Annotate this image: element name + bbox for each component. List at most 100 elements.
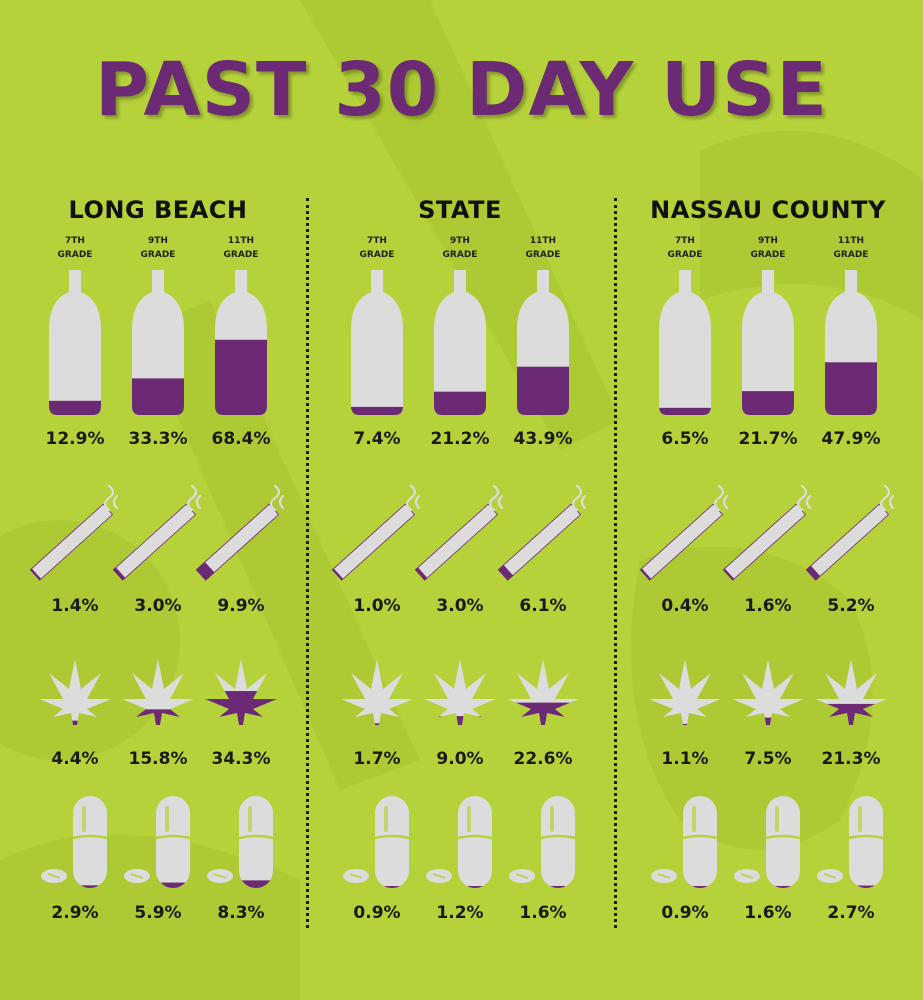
percentage-label: 33.3% <box>128 429 188 449</box>
smoke-icon <box>879 484 895 512</box>
smoke-icon <box>269 484 285 512</box>
pill-seam <box>540 834 576 840</box>
cigarette-fill-bar <box>640 568 652 581</box>
bottle-fill-bar <box>517 366 569 415</box>
percentage-label: 2.7% <box>827 903 875 923</box>
leaf-fill-bar <box>341 723 413 725</box>
percentage-label: 1.6% <box>519 903 567 923</box>
pill-fill-bar <box>156 882 190 888</box>
bottle-icon-body <box>434 270 486 415</box>
cigarette-icon-graphic <box>639 484 729 581</box>
pill-icon-body <box>683 796 717 888</box>
cigarette-icon-body <box>331 503 416 581</box>
bottle-fill-bar <box>659 407 711 415</box>
smoke-icon <box>796 484 812 512</box>
leaf-fill-bar <box>507 702 579 725</box>
cannabis-leaf-icon-body <box>341 659 413 725</box>
cigarette-icon <box>191 480 291 581</box>
cigarette-icon <box>410 480 510 581</box>
grade-label: 7TH GRADE <box>35 234 115 262</box>
bottle-icon-body <box>49 270 101 415</box>
section-divider-2 <box>614 198 617 928</box>
cigarette-fill-bar <box>332 568 344 581</box>
grade-labels: 7TH GRADE 9TH GRADE 11TH GRADE <box>8 234 308 264</box>
pill-highlight <box>550 806 554 832</box>
leaf-fill-bar <box>424 716 496 725</box>
pill-icon-body <box>239 796 273 888</box>
percentage-label: 21.3% <box>821 749 881 769</box>
grade-label-line1: 11TH <box>529 236 557 246</box>
leaf-fill-bar <box>649 723 721 725</box>
tablet-score-line <box>432 873 446 879</box>
pill-highlight <box>467 806 471 832</box>
pill-icon <box>734 794 801 890</box>
bottle-icon <box>49 270 101 415</box>
grade-label: 7TH GRADE <box>645 234 725 262</box>
cigarette-icon-graphic <box>29 484 119 581</box>
pill-icon-body <box>541 796 575 888</box>
cigarette-fill-bar <box>806 565 821 581</box>
tablet-score-line <box>213 873 227 879</box>
pill-icon-graphic <box>734 796 801 888</box>
pill-highlight <box>165 806 169 832</box>
pill-highlight <box>82 806 86 832</box>
percentage-label: 1.2% <box>436 903 484 923</box>
percentage-label: 1.0% <box>353 596 401 616</box>
cannabis-leaf-icon-body <box>424 659 496 725</box>
bottle-icon-graphic <box>132 270 184 415</box>
pill-icon-graphic <box>124 796 191 888</box>
cigarette-icon <box>493 480 593 581</box>
percentage-label: 1.4% <box>51 596 99 616</box>
pill-seam <box>72 834 108 840</box>
grade-label-line2: GRADE <box>359 250 395 260</box>
bottle-icon <box>215 270 267 415</box>
percentage-label: 3.0% <box>436 596 484 616</box>
pill-icon-graphic <box>817 796 884 888</box>
percentage-label: 15.8% <box>128 749 188 769</box>
cannabis-leaf-icon-graphic <box>732 659 804 725</box>
tablet-score-line <box>823 873 837 879</box>
cannabis-leaf-icon <box>815 659 887 725</box>
cannabis-leaf-icon <box>507 659 579 725</box>
bottle-icon-graphic <box>434 270 486 415</box>
bottle-icon-graphic <box>825 270 877 415</box>
percentage-label: 68.4% <box>211 429 271 449</box>
bottle-icon <box>434 270 486 415</box>
pill-icon <box>426 794 493 890</box>
percentage-label: 7.5% <box>744 749 792 769</box>
pill-fill-bar <box>458 886 492 888</box>
grade-label-line2: GRADE <box>140 250 176 260</box>
pill-icon-graphic <box>426 796 493 888</box>
percentage-label: 8.3% <box>217 903 265 923</box>
pill-icon-body <box>458 796 492 888</box>
cannabis-leaf-icon-graphic <box>815 659 887 725</box>
smoke-icon <box>571 484 587 512</box>
grade-label-line2: GRADE <box>223 250 259 260</box>
percentage-label: 1.1% <box>661 749 709 769</box>
percentage-label: 43.9% <box>513 429 573 449</box>
cannabis-leaf-icon-graphic <box>341 659 413 725</box>
pill-seam <box>374 834 410 840</box>
pill-seam <box>682 834 718 840</box>
bottle-icon-body <box>659 270 711 415</box>
bottle-icon <box>132 270 184 415</box>
cigarette-icon <box>635 480 735 581</box>
grade-label-line1: 11TH <box>227 236 255 246</box>
pill-fill-bar <box>541 886 575 888</box>
percentage-label: 0.9% <box>353 903 401 923</box>
grade-label: 11TH GRADE <box>503 234 583 262</box>
percentage-label: 0.9% <box>661 903 709 923</box>
pill-fill-bar <box>683 886 717 888</box>
cigarette-icon-body <box>722 503 807 581</box>
percentage-label: 1.6% <box>744 596 792 616</box>
percentage-label: 47.9% <box>821 429 881 449</box>
cigarette-fill-bar <box>723 568 735 581</box>
grade-labels: 7TH GRADE 9TH GRADE 11TH GRADE <box>618 234 918 264</box>
cannabis-leaf-icon-graphic <box>507 659 579 725</box>
cannabis-leaf-icon-body <box>815 659 887 725</box>
bottle-icon <box>659 270 711 415</box>
pill-fill-bar <box>766 886 800 888</box>
cigarette-icon <box>108 480 208 581</box>
leaf-fill-bar <box>39 720 111 725</box>
pill-icon-graphic <box>41 796 108 888</box>
